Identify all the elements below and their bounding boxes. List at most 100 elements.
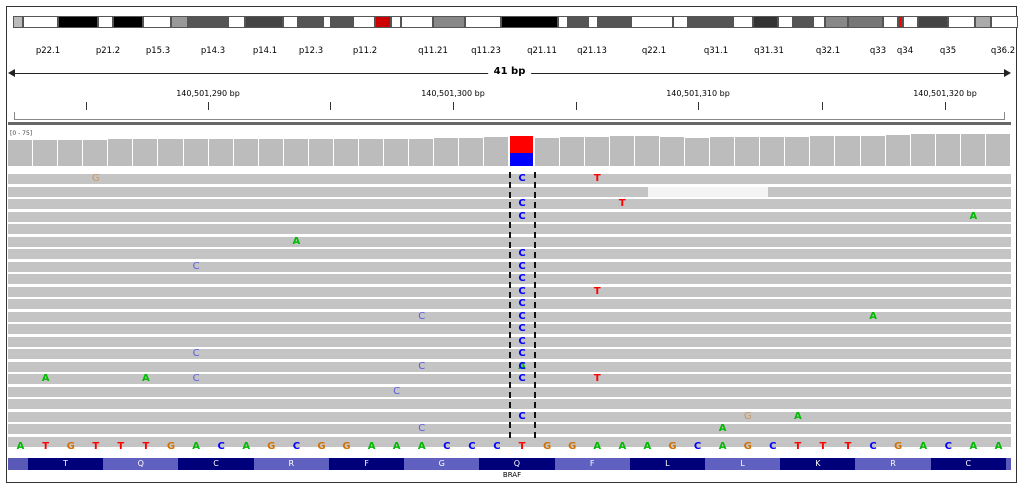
ideogram-band[interactable] xyxy=(918,16,948,28)
ideogram-band[interactable] xyxy=(391,16,401,28)
amino-acid[interactable]: R xyxy=(855,458,931,470)
coverage-bar[interactable] xyxy=(785,137,811,166)
coverage-bar[interactable] xyxy=(33,140,59,166)
coverage-bar[interactable] xyxy=(509,136,535,166)
ideogram-band[interactable] xyxy=(401,16,433,28)
coverage-bar[interactable] xyxy=(158,139,184,166)
ideogram-band[interactable] xyxy=(598,16,631,28)
coverage-bar[interactable] xyxy=(409,139,435,166)
amino-acid[interactable]: C xyxy=(930,458,1006,470)
ideogram-band[interactable] xyxy=(143,16,171,28)
coverage-bar[interactable] xyxy=(258,139,284,166)
ideogram-band[interactable] xyxy=(245,16,283,28)
amino-acid[interactable]: L xyxy=(705,458,781,470)
coordinate-ruler[interactable]: 140,501,290 bp 140,501,300 bp 140,501,310 … xyxy=(8,84,1011,120)
coverage-bar[interactable] xyxy=(584,137,610,166)
amino-acid[interactable]: C xyxy=(178,458,254,470)
ideogram-band[interactable] xyxy=(228,16,245,28)
amino-acid[interactable]: Q xyxy=(479,458,555,470)
coverage-bar[interactable] xyxy=(960,134,986,166)
coverage-bar[interactable] xyxy=(8,140,34,166)
coverage-bar[interactable] xyxy=(735,137,761,166)
amino-acid[interactable]: G xyxy=(404,458,480,470)
coverage-bar[interactable] xyxy=(333,139,360,166)
coverage-bar[interactable] xyxy=(810,136,836,166)
coverage-bar[interactable] xyxy=(659,137,685,166)
coverage-bar[interactable] xyxy=(860,136,886,166)
ideogram-band[interactable] xyxy=(501,16,558,28)
coverage-bar[interactable] xyxy=(208,139,234,166)
ideogram-band[interactable] xyxy=(848,16,883,28)
coverage-bar[interactable] xyxy=(910,134,936,166)
coverage-bar[interactable] xyxy=(710,137,736,166)
ideogram-band[interactable] xyxy=(375,16,391,28)
ideogram-band[interactable] xyxy=(323,16,331,28)
ideogram-band[interactable] xyxy=(991,16,1018,28)
ideogram-band[interactable] xyxy=(948,16,975,28)
coverage-bar[interactable] xyxy=(885,135,911,166)
coverage-bar[interactable] xyxy=(835,136,861,166)
coverage-bar[interactable] xyxy=(609,136,635,166)
coverage-bar[interactable] xyxy=(534,138,560,166)
ideogram-band[interactable] xyxy=(898,16,903,28)
ideogram-band[interactable] xyxy=(793,16,813,28)
coverage-bar[interactable] xyxy=(384,139,410,166)
amino-acid[interactable]: F xyxy=(554,458,630,470)
ideogram-band[interactable] xyxy=(433,16,465,28)
coverage-track[interactable]: [0 - 75] xyxy=(8,128,1011,166)
coverage-bar[interactable] xyxy=(133,139,159,166)
ideogram-band[interactable] xyxy=(903,16,918,28)
amino-acid[interactable]: K xyxy=(780,458,856,470)
coverage-bar[interactable] xyxy=(183,139,209,166)
chromosome-ideogram[interactable]: p22.1 p21.2 p15.3 p14.3 p14.1 p12.3 p11.2 q11.2… xyxy=(13,16,1018,56)
ideogram-band[interactable] xyxy=(283,16,298,28)
amino-acid[interactable]: F xyxy=(328,458,405,470)
ideogram-band[interactable] xyxy=(13,16,23,28)
coverage-bar[interactable] xyxy=(935,134,961,166)
amino-acid[interactable]: R xyxy=(253,458,329,470)
ideogram-band[interactable] xyxy=(975,16,991,28)
ideogram-band[interactable] xyxy=(813,16,825,28)
coverage-bar[interactable] xyxy=(459,138,485,166)
ideogram-band[interactable] xyxy=(558,16,568,28)
ideogram-band[interactable] xyxy=(568,16,588,28)
ideogram-band[interactable] xyxy=(58,16,98,28)
amino-acid[interactable]: L xyxy=(629,458,706,470)
amino-acid[interactable]: Q xyxy=(103,458,179,470)
coverage-bar[interactable] xyxy=(359,139,385,166)
coverage-bar[interactable] xyxy=(283,139,309,166)
coverage-bar[interactable] xyxy=(559,137,585,166)
ideogram-band[interactable] xyxy=(673,16,688,28)
coverage-bar[interactable] xyxy=(58,140,84,166)
ideogram-band[interactable] xyxy=(98,16,113,28)
coverage-bar[interactable] xyxy=(83,140,109,166)
coverage-bar[interactable] xyxy=(108,139,134,166)
coverage-bar[interactable] xyxy=(685,138,711,166)
coverage-bar[interactable] xyxy=(233,139,259,166)
ideogram-band[interactable] xyxy=(465,16,501,28)
amino-acid[interactable]: T xyxy=(28,458,104,470)
ideogram-band[interactable] xyxy=(778,16,793,28)
ideogram-band[interactable] xyxy=(688,16,733,28)
ideogram-band[interactable] xyxy=(883,16,898,28)
ideogram-band[interactable] xyxy=(825,16,848,28)
ideogram-band[interactable] xyxy=(171,16,188,28)
ideogram-band[interactable] xyxy=(188,16,228,28)
ideogram-band[interactable] xyxy=(23,16,58,28)
read-row[interactable] xyxy=(8,436,1011,447)
coverage-bar[interactable] xyxy=(634,136,660,166)
ideogram-band[interactable] xyxy=(588,16,598,28)
ideogram-band[interactable] xyxy=(631,16,673,28)
ideogram-band[interactable] xyxy=(353,16,375,28)
ideogram-band[interactable] xyxy=(113,16,143,28)
ideogram-band[interactable] xyxy=(753,16,778,28)
coverage-bar[interactable] xyxy=(484,137,510,166)
coverage-bar[interactable] xyxy=(985,134,1011,166)
coverage-bar[interactable] xyxy=(760,137,786,166)
ideogram-band[interactable] xyxy=(733,16,753,28)
coverage-bar[interactable] xyxy=(308,139,334,166)
ideogram-band[interactable] xyxy=(331,16,353,28)
ideogram-band[interactable] xyxy=(298,16,323,28)
